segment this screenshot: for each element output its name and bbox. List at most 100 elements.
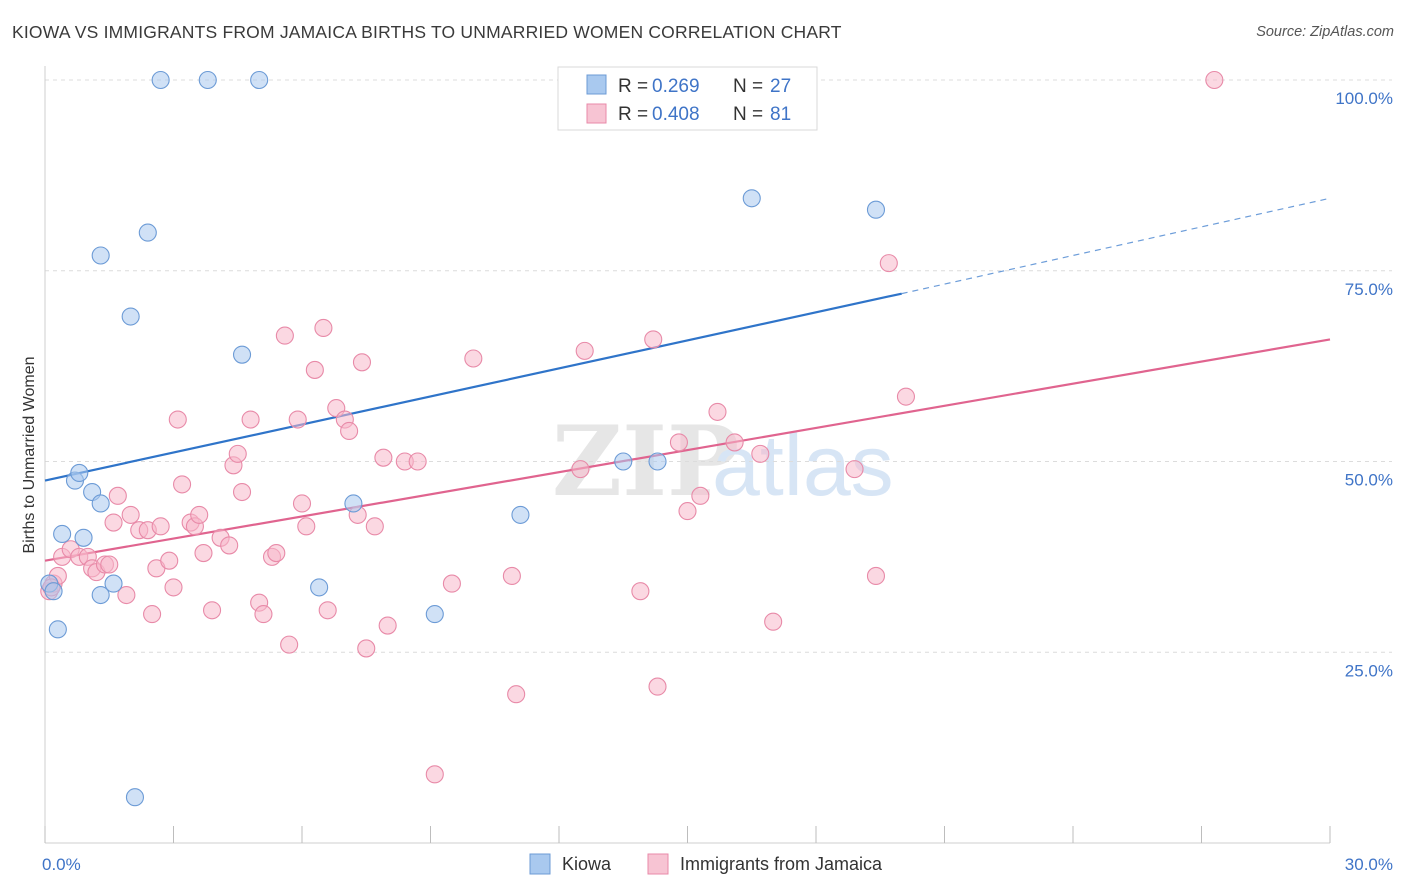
kiowa-point-8 — [91, 494, 110, 513]
legend-n-kiowa: 27 — [770, 76, 791, 97]
jamaica-point-39 — [275, 326, 294, 345]
y-tick-label-2: 75.0% — [1345, 280, 1393, 299]
jamaica-point-51 — [352, 353, 372, 372]
kiowa-point-15 — [151, 70, 170, 90]
kiowa-point-18 — [232, 345, 252, 364]
y-tick-label-3: 100.0% — [1335, 89, 1393, 108]
axes — [44, 66, 1331, 844]
jamaica-point-34 — [241, 410, 260, 429]
jamaica-point-74 — [764, 612, 783, 631]
bottom-legend-kiowa: Kiowa — [562, 854, 612, 874]
x-tick-label-0: 0.0% — [42, 855, 81, 874]
tick-labels: 25.0% 50.0% 75.0% 100.0% 0.0% 30.0% — [42, 89, 1393, 874]
jamaica-point-11 — [104, 513, 123, 532]
legend-swatch-kiowa — [586, 74, 607, 95]
legend-r-label-jamaica: R = — [618, 104, 648, 125]
source-label: Source: ZipAtlas.com — [1256, 24, 1394, 40]
kiowa-point-10 — [104, 574, 123, 593]
jamaica-trend-line — [44, 338, 1331, 562]
kiowa-point-14 — [138, 223, 157, 242]
jamaica-point-59 — [442, 574, 461, 593]
jamaica-point-72 — [725, 433, 744, 452]
jamaica-point-55 — [378, 616, 397, 635]
jamaica-point-19 — [151, 517, 170, 536]
legend-r-kiowa: 0.269 — [652, 76, 700, 97]
jamaica-point-79 — [1205, 70, 1224, 90]
kiowa-point-9 — [91, 585, 110, 605]
kiowa-point-22 — [511, 505, 530, 524]
kiowa-point-17 — [250, 70, 269, 90]
bottom-legend-jamaica: Immigrants from Jamaica — [680, 854, 883, 874]
jamaica-point-53 — [365, 517, 384, 536]
kiowa-point-6 — [74, 528, 93, 547]
jamaica-point-52 — [357, 639, 376, 658]
kiowa-point-20 — [344, 494, 363, 513]
jamaica-point-32 — [228, 444, 247, 463]
jamaica-point-13 — [117, 585, 136, 605]
jamaica-point-30 — [220, 536, 239, 555]
jamaica-point-75 — [845, 460, 864, 479]
bottom-legend-swatch-kiowa — [529, 853, 551, 875]
watermark-atlas: atlas — [712, 418, 894, 514]
legend-n-jamaica: 81 — [770, 104, 791, 125]
jamaica-point-66 — [644, 330, 663, 349]
kiowa-point-24 — [648, 452, 667, 471]
kiowa-trend-line — [44, 292, 902, 482]
jamaica-point-40 — [280, 635, 299, 654]
jamaica-point-27 — [194, 544, 213, 563]
jamaica-point-41 — [288, 410, 307, 429]
jamaica-point-26 — [190, 505, 209, 524]
trend-lines — [44, 197, 1331, 562]
jamaica-point-21 — [164, 578, 183, 597]
jamaica-point-76 — [866, 566, 886, 586]
jamaica-point-49 — [340, 421, 359, 441]
jamaica-point-28 — [203, 601, 222, 620]
jamaica-point-69 — [678, 502, 697, 521]
legend-n-label-kiowa: N = — [733, 76, 763, 97]
jamaica-point-63 — [571, 460, 590, 479]
bottom-legend-swatch-jamaica — [647, 853, 669, 875]
legend-box: R = 0.269 N = 27 R = 0.408 N = 81 — [557, 66, 818, 131]
chart-title: KIOWA VS IMMIGRANTS FROM JAMAICA BIRTHS … — [12, 22, 842, 42]
legend-r-label-kiowa: R = — [618, 76, 648, 97]
jamaica-point-38 — [267, 544, 286, 563]
kiowa-point-25 — [742, 189, 761, 208]
jamaica-point-23 — [173, 475, 192, 494]
jamaica-point-12 — [108, 486, 127, 505]
kiowa-point-3 — [53, 524, 72, 544]
jamaica-point-60 — [464, 349, 483, 368]
jamaica-point-62 — [507, 685, 526, 704]
jamaica-point-77 — [879, 254, 898, 273]
jamaica-point-22 — [168, 410, 187, 429]
jamaica-point-20 — [160, 551, 179, 570]
jamaica-point-33 — [232, 482, 252, 502]
x-tick-label-1: 30.0% — [1345, 855, 1393, 874]
jamaica-point-57 — [408, 452, 427, 471]
jamaica-point-78 — [896, 387, 916, 406]
jamaica-point-67 — [648, 677, 667, 696]
kiowa-point-12 — [121, 307, 140, 326]
jamaica-point-42 — [292, 494, 312, 513]
jamaica-point-10 — [100, 555, 119, 574]
gridlines — [45, 79, 1392, 653]
kiowa-point-5 — [70, 463, 89, 482]
jamaica-point-17 — [143, 605, 162, 624]
jamaica-point-73 — [751, 444, 770, 463]
jamaica-point-64 — [575, 341, 594, 360]
jamaica-point-43 — [297, 517, 316, 536]
legend-swatch-jamaica — [586, 103, 607, 124]
jamaica-point-45 — [314, 318, 333, 338]
jamaica-point-70 — [691, 486, 710, 505]
kiowa-point-23 — [614, 452, 633, 471]
jamaica-point-71 — [708, 402, 727, 421]
jamaica-point-58 — [425, 765, 444, 784]
jamaica-point-14 — [121, 505, 140, 524]
jamaica-point-36 — [254, 605, 273, 624]
kiowa-point-19 — [310, 578, 329, 597]
kiowa-point-2 — [48, 620, 67, 639]
bottom-legend: Kiowa Immigrants from Jamaica — [529, 853, 883, 875]
kiowa-trend-extension — [901, 197, 1331, 295]
jamaica-point-46 — [318, 601, 337, 620]
kiowa-point-11 — [91, 246, 110, 265]
